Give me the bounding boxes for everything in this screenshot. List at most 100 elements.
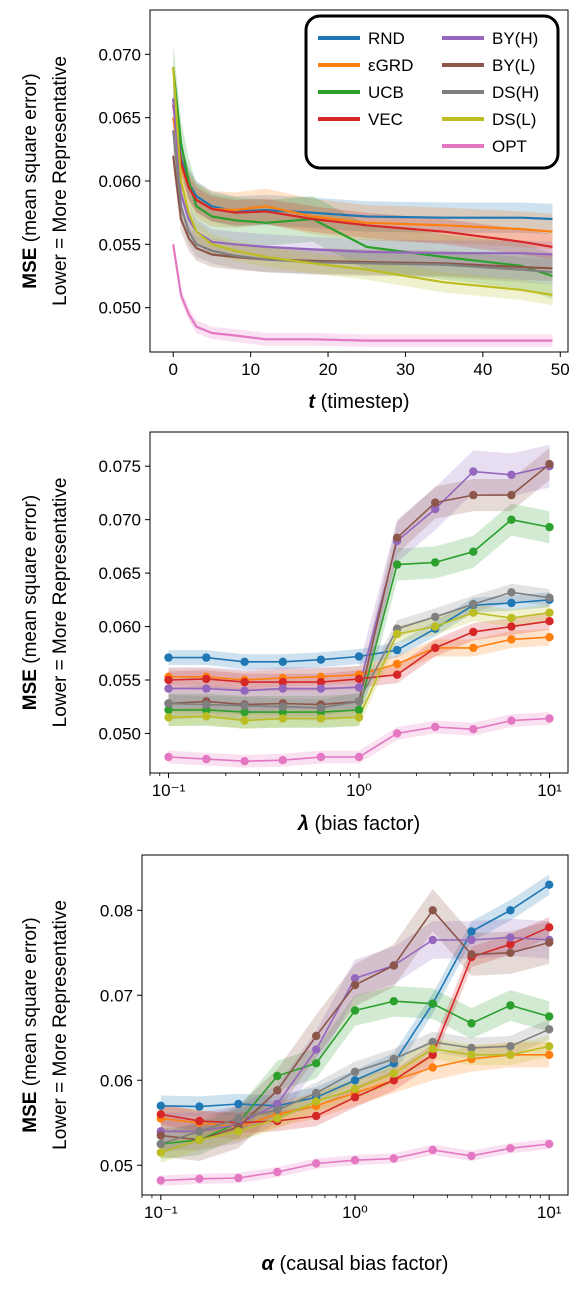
- legend-label: OPT: [492, 137, 527, 156]
- point-dsl: [392, 629, 402, 639]
- x-tick-label: 50: [551, 360, 570, 379]
- point-opt: [545, 1139, 554, 1149]
- band-rnd: [168, 592, 550, 670]
- point-byh: [240, 686, 249, 695]
- x-tick-label: 40: [473, 360, 492, 379]
- point-dsh: [506, 1042, 515, 1051]
- legend: RND εGRD UCB VEC BY(H) BY(L) DS(H) DS(L) OPT: [304, 14, 560, 170]
- point-byh: [202, 684, 211, 693]
- legend-label: DS(L): [492, 110, 536, 129]
- point-vec: [354, 674, 364, 684]
- point-ucb: [545, 1012, 554, 1021]
- point-ucb: [428, 999, 437, 1008]
- point-ucb: [273, 1071, 282, 1081]
- point-opt: [202, 754, 211, 764]
- y-tick-label: 0.05: [100, 1156, 133, 1175]
- series-lines: [160, 884, 550, 1182]
- point-byh: [506, 933, 515, 942]
- point-vec: [506, 940, 515, 949]
- band-byl: [168, 448, 550, 721]
- point-grd: [392, 659, 402, 669]
- point-byh: [354, 683, 364, 692]
- point-vec: [278, 677, 287, 687]
- point-ucb: [354, 705, 364, 715]
- point-dsl: [545, 1042, 554, 1051]
- x-axis-variable: α: [262, 1253, 276, 1275]
- point-dsl: [312, 1097, 321, 1106]
- point-ucb: [507, 515, 516, 524]
- band-dsl: [160, 1036, 550, 1163]
- x-axis-description: (timestep): [315, 391, 409, 413]
- y-axis-label-line2: Lower = More Representative: [50, 900, 71, 1150]
- point-byl: [312, 1031, 321, 1041]
- point-vec: [428, 1050, 437, 1060]
- point-opt: [350, 1156, 360, 1165]
- point-byh: [428, 935, 437, 945]
- band-grd: [168, 628, 550, 689]
- point-opt: [240, 757, 249, 766]
- x-tick-label: 10: [241, 360, 260, 379]
- series-lines: [172, 66, 553, 342]
- point-rnd: [545, 880, 554, 889]
- line-dsh: [172, 130, 553, 274]
- point-vec: [202, 674, 211, 684]
- point-byh: [469, 467, 478, 476]
- point-byl: [431, 498, 440, 507]
- point-rnd: [354, 652, 364, 661]
- point-rnd: [506, 906, 515, 915]
- point-dsl: [467, 1050, 476, 1060]
- point-dsh: [350, 1067, 360, 1077]
- x-axis-label: t (timestep): [308, 391, 409, 413]
- x-axis-ticks: 10⁻¹ 10⁰ 10¹: [141, 1195, 562, 1222]
- point-dsl: [316, 714, 326, 723]
- point-vec: [316, 677, 326, 687]
- point-dsh: [278, 702, 287, 711]
- point-byh: [431, 504, 440, 514]
- point-ucb: [389, 997, 398, 1006]
- x-axis-ticks: 0 10 20 30 40 50: [168, 352, 570, 379]
- y-axis-label-bold: MSE: [20, 248, 41, 289]
- point-opt: [156, 1176, 165, 1185]
- point-vec: [392, 670, 402, 679]
- point-byh: [164, 684, 173, 693]
- point-grd: [428, 1063, 437, 1072]
- point-ucb: [469, 547, 478, 556]
- band-opt: [168, 712, 550, 768]
- x-axis-label: λ (bias factor): [297, 813, 420, 835]
- y-tick-label: 0.060: [98, 172, 141, 191]
- point-opt: [507, 716, 516, 725]
- point-ucb: [467, 1019, 476, 1028]
- y-tick-label: 0.050: [98, 299, 141, 318]
- y-axis-ticks: 0.050 0.055 0.060 0.065 0.070 0.075: [98, 457, 150, 743]
- x-axis-description: (causal bias factor): [274, 1253, 449, 1275]
- point-opt: [389, 1154, 398, 1163]
- point-opt: [354, 752, 364, 762]
- y-tick-label: 0.055: [98, 671, 141, 690]
- point-vec: [240, 677, 249, 687]
- point-byh: [273, 1099, 282, 1109]
- point-dsh: [273, 1105, 282, 1115]
- y-axis-label: MSE (mean square error): [20, 917, 41, 1132]
- point-rnd: [316, 655, 326, 664]
- legend-label: DS(H): [492, 83, 539, 102]
- point-byl: [545, 938, 554, 947]
- x-axis-label: α (causal bias factor): [262, 1253, 449, 1275]
- x-axis-variable: λ: [297, 813, 309, 835]
- point-rnd: [240, 657, 249, 666]
- point-vec: [389, 1076, 398, 1085]
- legend-label: VEC: [368, 110, 403, 129]
- point-rnd: [467, 927, 476, 936]
- point-ucb: [431, 558, 440, 567]
- point-grd: [507, 635, 516, 644]
- band-dsl: [173, 56, 553, 306]
- point-dsh: [354, 697, 364, 706]
- point-dsh: [240, 701, 249, 710]
- band-opt: [173, 238, 553, 347]
- point-ucb: [312, 1059, 321, 1068]
- data-points: [156, 880, 554, 1185]
- y-axis-label-line2: Lower = More Representative: [50, 478, 71, 728]
- x-tick-label: 10⁻¹: [152, 781, 186, 800]
- point-dsh: [202, 700, 211, 709]
- point-byl: [469, 490, 478, 500]
- x-tick-label: 10⁰: [342, 1203, 368, 1222]
